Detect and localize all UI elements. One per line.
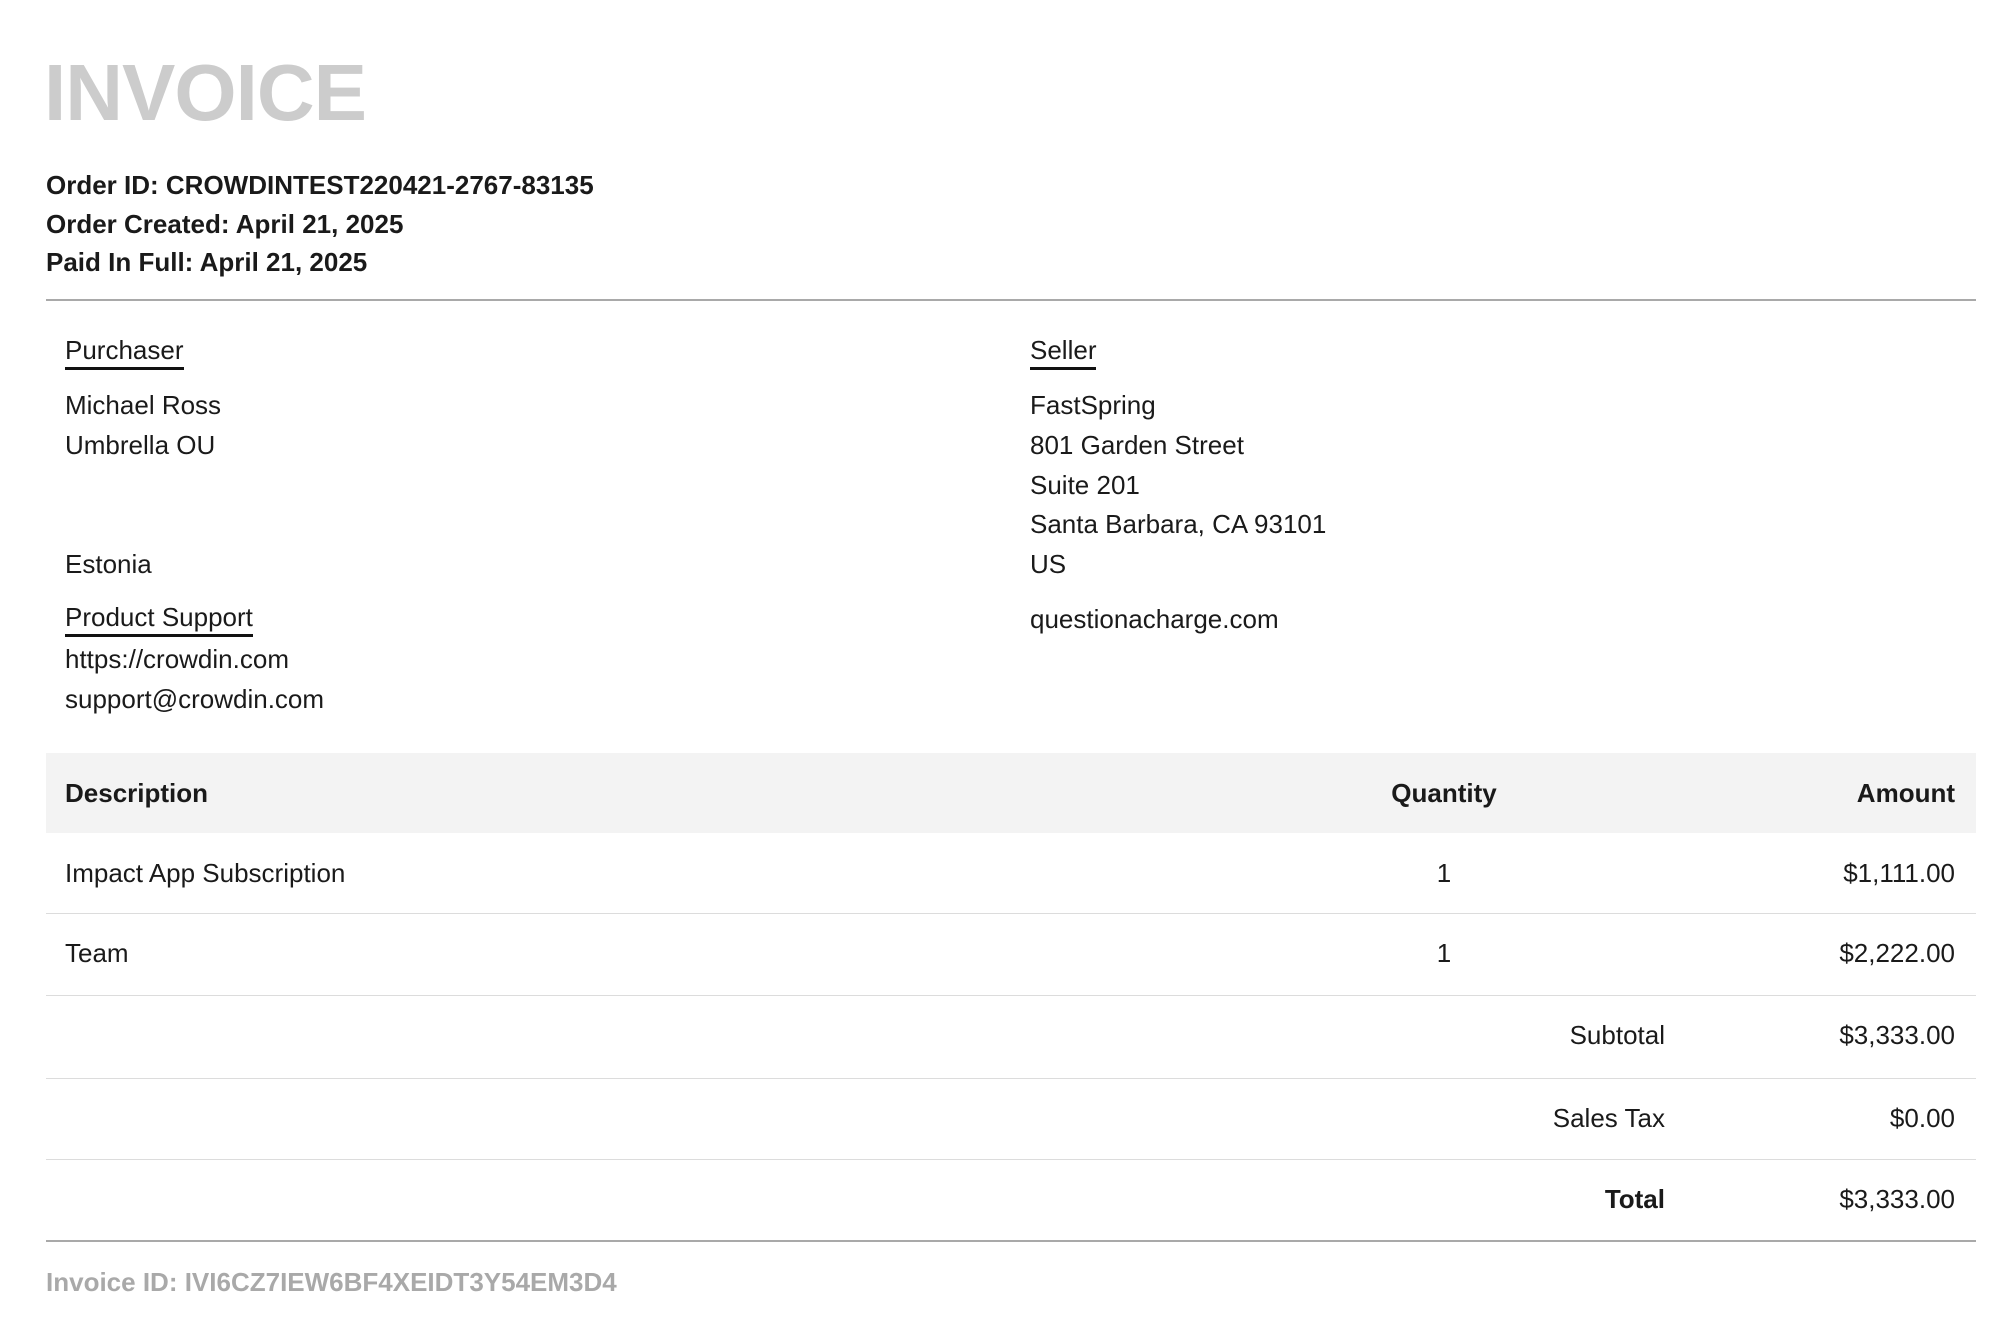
table-header [46, 753, 1976, 833]
invoice-title: INVOICE [44, 48, 367, 137]
invoice-id: Invoice ID: IVI6CZ7IEW6BF4XEIDT3Y54EM3D4 [46, 1267, 617, 1297]
row-divider [46, 1159, 1976, 1160]
row-divider [46, 913, 1976, 914]
support-email-link[interactable]: support@crowdin.com [65, 684, 325, 714]
header-amount: Amount [1856, 778, 1955, 808]
row-divider [46, 995, 1976, 996]
total-label: Total [1604, 1184, 1665, 1214]
seller-city: Santa Barbara, CA 93101 [1030, 509, 1327, 539]
row-amount: $1,111.00 [1843, 858, 1955, 888]
seller-street: 801 Garden Street [1030, 430, 1244, 460]
seller-heading: Seller [1030, 335, 1097, 370]
purchaser-country: Estonia [65, 549, 152, 579]
order-id: Order ID: CROWDINTEST220421-2767-83135 [46, 170, 594, 200]
seller-country: US [1030, 549, 1067, 579]
seller-suite: Suite 201 [1030, 470, 1140, 500]
header-description: Description [65, 778, 209, 808]
order-created: Order Created: April 21, 2025 [46, 209, 404, 239]
subtotal-label: Subtotal [1569, 1020, 1665, 1050]
sales-tax-value: $0.00 [1889, 1103, 1955, 1133]
subtotal-value: $3,333.00 [1839, 1020, 1955, 1050]
support-url-link[interactable]: https://crowdin.com [65, 644, 289, 674]
purchaser-company: Umbrella OU [65, 430, 216, 460]
row-description: Team [65, 938, 129, 968]
row-divider [46, 1078, 1976, 1079]
header-quantity: Quantity [1391, 778, 1497, 808]
paid-in-full: Paid In Full: April 21, 2025 [46, 247, 368, 277]
purchaser-name: Michael Ross [65, 390, 222, 420]
product-support-heading: Product Support [65, 602, 253, 637]
total-value: $3,333.00 [1839, 1184, 1955, 1214]
row-quantity: 1 [1436, 938, 1452, 968]
row-description: Impact App Subscription [65, 858, 346, 888]
purchaser-heading: Purchaser [65, 335, 184, 370]
header-divider [46, 299, 1976, 301]
sales-tax-label: Sales Tax [1552, 1103, 1665, 1133]
row-quantity: 1 [1436, 858, 1452, 888]
row-amount: $2,222.00 [1839, 938, 1955, 968]
footer-divider [46, 1240, 1976, 1242]
seller-name: FastSpring [1030, 390, 1156, 420]
seller-website-link[interactable]: questionacharge.com [1030, 604, 1279, 634]
